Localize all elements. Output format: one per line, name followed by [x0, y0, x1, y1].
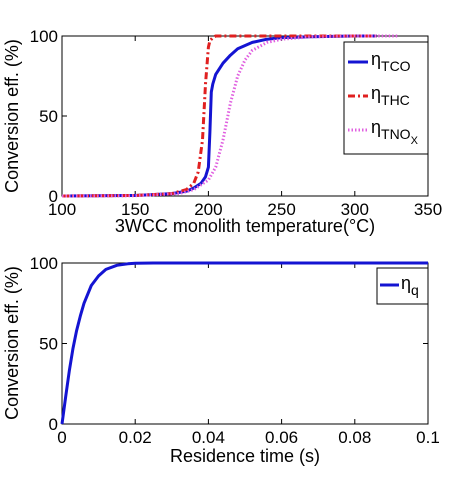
- tick-labels-bottom: 0 0.02 0.04 0.06 0.08 0.1 0 50 100: [30, 254, 440, 447]
- x-axis-label-bottom: Residence time (s): [170, 446, 320, 466]
- x-tick-label-bottom: 0: [57, 428, 66, 447]
- legend-label-tno: ηTNOX: [371, 117, 419, 147]
- legend-label-tco: ηTCO: [371, 49, 411, 74]
- x-tick-label-top: 350: [414, 200, 442, 219]
- plot-area-bottom: [61, 262, 429, 425]
- tick-labels-top: 100 150 200 250 300 350 0 50 100: [30, 27, 443, 219]
- legend-entry-thc: ηTHC: [348, 83, 410, 108]
- series-line-q: [60, 261, 428, 425]
- y-axis-label-bottom: Conversion eff. (%): [2, 266, 22, 420]
- x-tick-label-top: 150: [121, 200, 149, 219]
- chart-bottom: 0 0.02 0.04 0.06 0.08 0.1 0 50 100 Residence tim…: [2, 254, 440, 466]
- y-tick-label-bottom: 100: [30, 254, 58, 273]
- legend-label-q: ηq: [401, 273, 419, 298]
- x-tick-label-bottom: 0.02: [119, 428, 152, 447]
- y-axis-label-top: Conversion eff. (%): [2, 39, 22, 193]
- chart-top: 100 150 200 250 300 350 0 50 100 3WCC monolith t…: [2, 27, 442, 236]
- series-group-top: [61, 34, 399, 198]
- y-tick-label-top: 100: [30, 27, 58, 46]
- series-group-bottom: [60, 261, 428, 425]
- legend-bottom: ηq: [376, 267, 429, 305]
- series-line-thc: [61, 34, 377, 198]
- x-tick-label-bottom: 0.1: [416, 428, 440, 447]
- x-tick-label-top: 100: [48, 200, 76, 219]
- y-tick-label-bottom: 0: [49, 415, 58, 434]
- x-tick-label-bottom: 0.04: [192, 428, 225, 447]
- y-tick-label-top: 50: [39, 107, 58, 126]
- y-tick-label-bottom: 50: [39, 335, 58, 354]
- x-tick-label-bottom: 0.06: [265, 428, 298, 447]
- x-axis-label-top: 3WCC monolith temperature(°C): [115, 216, 375, 236]
- y-tick-label-top: 0: [49, 187, 58, 206]
- legend-entry-q: ηq: [380, 273, 419, 298]
- x-tick-label-top: 300: [341, 200, 369, 219]
- legend-entry-tco: ηTCO: [348, 49, 411, 74]
- x-tick-label-top: 200: [194, 200, 222, 219]
- legend-top: ηTCO ηTHC ηTNOX: [343, 41, 429, 155]
- x-tick-label-top: 250: [267, 200, 295, 219]
- legend-entry-tno: ηTNOX: [348, 117, 419, 147]
- x-tick-label-bottom: 0.08: [338, 428, 371, 447]
- legend-label-thc: ηTHC: [371, 83, 410, 108]
